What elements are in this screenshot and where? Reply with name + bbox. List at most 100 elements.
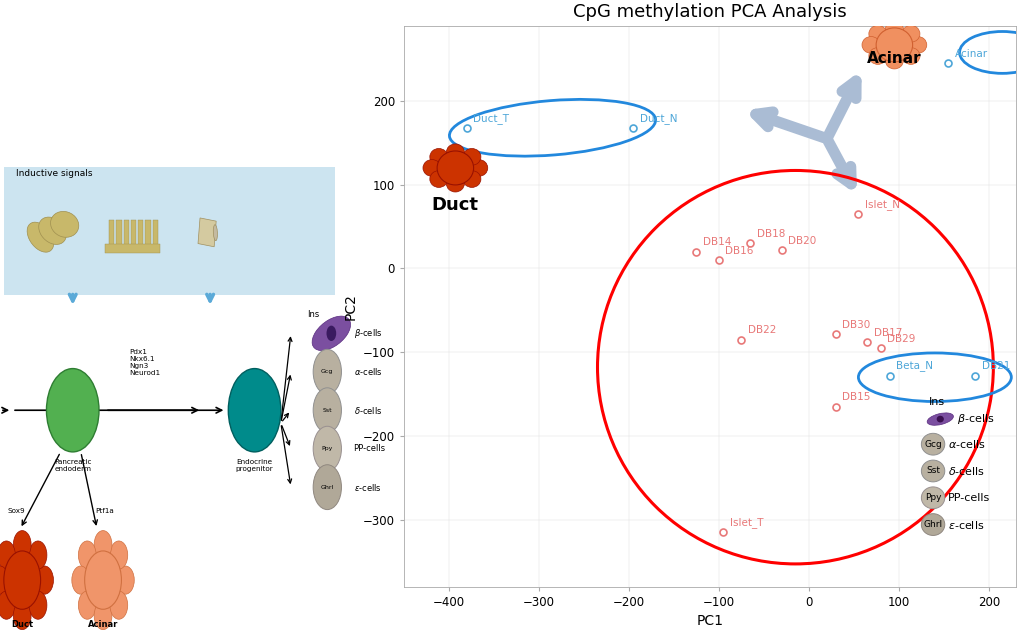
Text: $\alpha$-cells: $\alpha$-cells: [354, 366, 383, 378]
Circle shape: [0, 566, 9, 594]
Circle shape: [313, 465, 342, 510]
Circle shape: [326, 326, 337, 341]
Circle shape: [922, 487, 945, 509]
Text: $\beta$-cells: $\beta$-cells: [354, 327, 383, 340]
Circle shape: [109, 591, 128, 619]
Circle shape: [437, 151, 474, 185]
Ellipse shape: [39, 217, 66, 244]
Circle shape: [463, 171, 481, 187]
Circle shape: [13, 531, 31, 559]
Title: CpG methylation PCA Analysis: CpG methylation PCA Analysis: [573, 3, 847, 21]
Text: Islet_T: Islet_T: [729, 517, 763, 528]
Circle shape: [72, 566, 90, 594]
Text: Acinar: Acinar: [868, 51, 922, 66]
Circle shape: [446, 175, 464, 192]
Circle shape: [937, 416, 944, 422]
Circle shape: [902, 26, 920, 42]
Circle shape: [876, 28, 913, 62]
Circle shape: [94, 601, 112, 629]
Circle shape: [79, 591, 96, 619]
FancyBboxPatch shape: [4, 167, 336, 295]
Text: Pdx1
Nkx6.1
Ngn3
Neurod1: Pdx1 Nkx6.1 Ngn3 Neurod1: [129, 349, 161, 376]
Text: Sst: Sst: [322, 408, 332, 413]
Circle shape: [922, 513, 945, 535]
Circle shape: [36, 566, 53, 594]
Bar: [152, 220, 158, 247]
Bar: [145, 220, 150, 247]
Text: Sox9: Sox9: [7, 508, 25, 514]
Circle shape: [885, 52, 903, 69]
Text: PP-cells: PP-cells: [354, 444, 386, 453]
Text: $\varepsilon$-cells: $\varepsilon$-cells: [948, 519, 985, 531]
Text: Beta_N: Beta_N: [896, 360, 933, 371]
Ellipse shape: [50, 212, 79, 237]
Circle shape: [117, 566, 134, 594]
Circle shape: [463, 149, 481, 165]
Circle shape: [922, 433, 945, 455]
Bar: [117, 220, 122, 247]
Circle shape: [430, 171, 448, 187]
Text: $\beta$-cells: $\beta$-cells: [958, 412, 995, 426]
Text: DB22: DB22: [748, 326, 776, 335]
Circle shape: [4, 551, 41, 609]
Ellipse shape: [214, 225, 218, 240]
Text: Ins: Ins: [929, 397, 944, 407]
Text: Duct: Duct: [432, 196, 479, 214]
Circle shape: [869, 26, 887, 42]
Circle shape: [29, 541, 47, 569]
Circle shape: [79, 541, 96, 569]
Circle shape: [470, 160, 488, 176]
Text: Ppy: Ppy: [925, 494, 941, 503]
Bar: [105, 244, 160, 253]
Text: Ppy: Ppy: [321, 446, 333, 451]
Text: Islet_N: Islet_N: [864, 199, 899, 210]
Text: Ghrl: Ghrl: [320, 485, 333, 490]
Circle shape: [430, 149, 448, 165]
Circle shape: [313, 388, 342, 433]
Text: Duct_N: Duct_N: [639, 113, 677, 124]
Circle shape: [94, 531, 112, 559]
Circle shape: [885, 21, 903, 38]
Circle shape: [13, 601, 31, 629]
Text: $\varepsilon$-cells: $\varepsilon$-cells: [354, 481, 382, 493]
Circle shape: [422, 160, 441, 176]
Text: DB17: DB17: [874, 328, 902, 338]
Text: DB18: DB18: [757, 229, 785, 239]
Text: DB20: DB20: [789, 236, 816, 246]
Text: DB15: DB15: [842, 392, 871, 403]
Circle shape: [85, 551, 122, 609]
Ellipse shape: [312, 316, 351, 351]
Ellipse shape: [28, 222, 53, 252]
Text: Gcg: Gcg: [321, 369, 333, 374]
Text: PP-cells: PP-cells: [948, 493, 990, 503]
Circle shape: [46, 369, 99, 452]
Circle shape: [862, 37, 880, 53]
Text: $\delta$-cells: $\delta$-cells: [948, 465, 985, 477]
Text: Acinar: Acinar: [954, 49, 988, 59]
Text: Sst: Sst: [926, 467, 940, 476]
Circle shape: [902, 47, 920, 64]
Circle shape: [869, 47, 887, 64]
Text: Inductive signals: Inductive signals: [16, 169, 93, 178]
Circle shape: [109, 541, 128, 569]
Circle shape: [446, 144, 464, 161]
Text: Ptf1a: Ptf1a: [96, 508, 115, 514]
Bar: [109, 220, 115, 247]
Y-axis label: PC2: PC2: [344, 293, 357, 319]
Circle shape: [908, 37, 927, 53]
Text: Ins: Ins: [307, 310, 319, 319]
Bar: [138, 220, 143, 247]
Circle shape: [228, 369, 281, 452]
Text: DB14: DB14: [703, 237, 731, 247]
Text: Duct_T: Duct_T: [474, 113, 509, 124]
Bar: [124, 220, 129, 247]
Text: $\delta$-cells: $\delta$-cells: [354, 404, 382, 416]
Circle shape: [313, 349, 342, 394]
Text: Pancreatic
endoderm: Pancreatic endoderm: [54, 459, 91, 472]
Circle shape: [313, 426, 342, 471]
Circle shape: [29, 591, 47, 619]
Bar: [131, 220, 136, 247]
Text: DB16: DB16: [725, 246, 754, 256]
Circle shape: [0, 541, 15, 569]
Circle shape: [0, 591, 15, 619]
